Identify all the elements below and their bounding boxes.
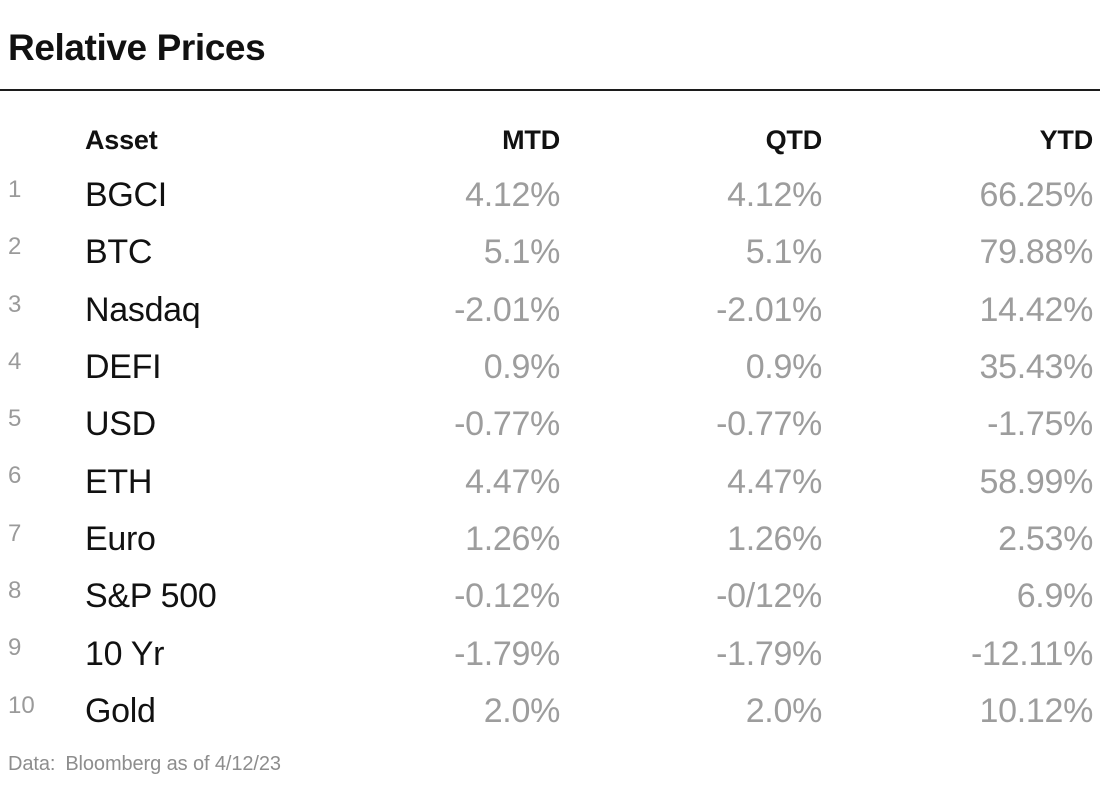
qtd-value: -2.01% (716, 290, 822, 329)
asset-name: BTC (85, 233, 153, 272)
column-header-asset: Asset (85, 124, 158, 155)
source-label: Data: (8, 752, 56, 775)
ytd-value: 79.88% (979, 233, 1093, 272)
table-row: 5 USD -0.77% -0.77% -1.75% (8, 396, 1093, 453)
column-header-ytd: YTD (1039, 124, 1094, 155)
row-number-header-spacer (8, 113, 85, 122)
ytd-value: 35.43% (979, 348, 1093, 387)
table-row: 2 BTC 5.1% 5.1% 79.88% (8, 224, 1093, 281)
asset-name: Euro (85, 519, 156, 558)
ytd-value: 58.99% (979, 462, 1093, 501)
source-note: Data: Bloomberg as of 4/12/23 (8, 753, 1093, 776)
source-text: Bloomberg as of 4/12/23 (65, 752, 281, 775)
qtd-value: -1.79% (716, 634, 822, 673)
ytd-value: 6.9% (1016, 577, 1094, 616)
row-number: 6 (8, 462, 22, 490)
ytd-value: 14.42% (979, 290, 1093, 329)
table-row: 1 BGCI 4.12% 4.12% 66.25% (8, 167, 1093, 224)
ytd-value: 10.12% (979, 691, 1093, 730)
row-number: 2 (8, 233, 22, 261)
qtd-value: -0.77% (716, 405, 822, 444)
table-header-row: Asset MTD QTD YTD (8, 99, 1093, 167)
asset-name: USD (85, 405, 156, 444)
ytd-value: 2.53% (998, 519, 1093, 558)
table-row: 10 Gold 2.0% 2.0% 10.12% (8, 683, 1093, 740)
row-number: 1 (8, 176, 22, 203)
row-number: 5 (8, 405, 22, 433)
mtd-value: 1.26% (465, 519, 560, 558)
ytd-value: -1.75% (987, 405, 1093, 444)
row-number: 10 (8, 691, 35, 719)
mtd-value: 5.1% (483, 233, 561, 272)
table-row: 9 10 Yr -1.79% -1.79% -12.11% (8, 625, 1093, 682)
mtd-value: 0.9% (483, 348, 561, 387)
asset-name: BGCI (85, 176, 167, 215)
table-row: 8 S&P 500 -0.12% -0/12% 6.9% (8, 568, 1093, 625)
title-divider (0, 89, 1100, 91)
qtd-value: 1.26% (727, 519, 822, 558)
asset-name: DEFI (85, 348, 162, 387)
row-number: 9 (8, 634, 22, 662)
mtd-value: 4.47% (465, 462, 560, 501)
qtd-value: 5.1% (745, 233, 823, 272)
mtd-value: 2.0% (483, 691, 561, 730)
table-row: 4 DEFI 0.9% 0.9% 35.43% (8, 339, 1093, 396)
qtd-value: -0/12% (716, 577, 822, 616)
mtd-value: 4.12% (465, 176, 560, 215)
row-number: 8 (8, 577, 22, 605)
mtd-value: -0.77% (454, 405, 560, 444)
qtd-value: 2.0% (745, 691, 823, 730)
ytd-value: 66.25% (979, 176, 1093, 215)
asset-name: ETH (85, 462, 153, 501)
qtd-value: 0.9% (745, 348, 823, 387)
asset-name: Nasdaq (85, 290, 201, 329)
mtd-value: -2.01% (454, 290, 560, 329)
column-header-qtd: QTD (765, 124, 823, 155)
qtd-value: 4.47% (727, 462, 822, 501)
column-header-mtd: MTD (502, 124, 560, 155)
row-number: 7 (8, 519, 22, 547)
table-row: 7 Euro 1.26% 1.26% 2.53% (8, 511, 1093, 568)
ytd-value: -12.11% (970, 634, 1093, 673)
qtd-value: 4.12% (727, 176, 822, 215)
mtd-value: -1.79% (454, 634, 560, 673)
row-number: 4 (8, 347, 22, 375)
page-title: Relative Prices (8, 27, 266, 68)
table-row: 6 ETH 4.47% 4.47% 58.99% (8, 453, 1093, 510)
relative-prices-table: Asset MTD QTD YTD 1 BGCI 4.12% 4.12% 66.… (0, 99, 1100, 776)
table-row: 3 Nasdaq -2.01% -2.01% 14.42% (8, 282, 1093, 339)
asset-name: Gold (85, 691, 156, 730)
row-number: 3 (8, 290, 22, 318)
asset-name: 10 Yr (85, 634, 165, 673)
asset-name: S&P 500 (85, 577, 217, 616)
mtd-value: -0.12% (454, 577, 560, 616)
